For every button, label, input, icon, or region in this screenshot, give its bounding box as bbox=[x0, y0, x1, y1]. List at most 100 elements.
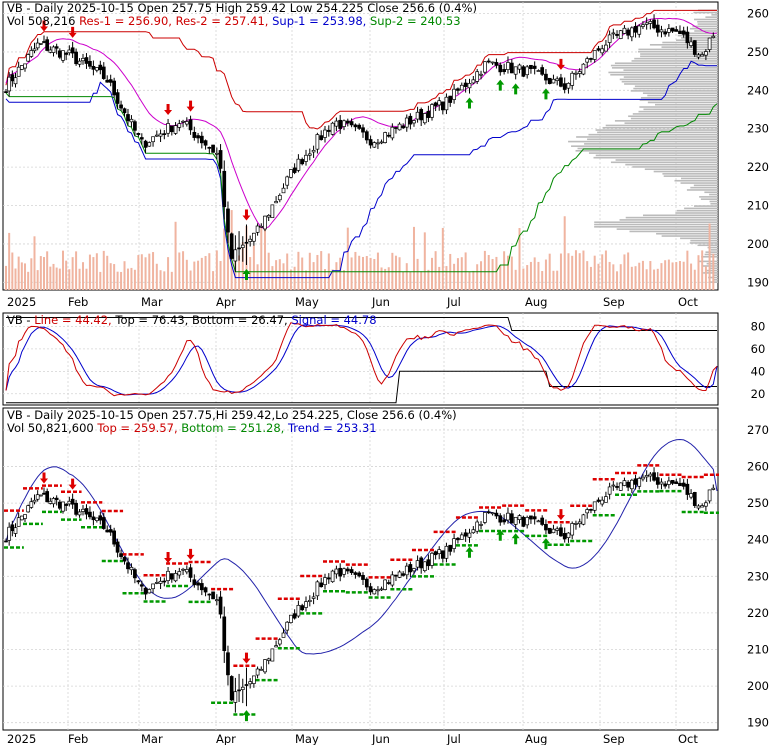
profile-bar bbox=[684, 207, 718, 210]
candle bbox=[326, 129, 331, 132]
candle bbox=[463, 532, 468, 537]
candle bbox=[544, 73, 548, 81]
stochastic-y-axis: 20 40 60 80 bbox=[751, 319, 766, 400]
volume-bar bbox=[324, 269, 326, 290]
candle bbox=[274, 201, 278, 204]
volume-bar bbox=[358, 255, 361, 290]
candle bbox=[448, 95, 453, 103]
candle bbox=[240, 686, 245, 690]
sup2-line bbox=[5, 92, 718, 273]
candle bbox=[181, 120, 185, 123]
buy-arrow bbox=[511, 83, 520, 95]
candle bbox=[704, 51, 708, 56]
candle bbox=[376, 589, 380, 592]
volume-bar bbox=[200, 257, 203, 290]
volume-bar bbox=[548, 253, 551, 290]
volume-bar bbox=[526, 265, 529, 290]
volume-bar bbox=[65, 260, 68, 290]
candle bbox=[596, 48, 601, 51]
candle bbox=[259, 668, 264, 671]
volume-bar bbox=[667, 259, 670, 290]
volume-bar bbox=[339, 257, 342, 290]
volume-bar bbox=[567, 253, 570, 290]
candle bbox=[173, 125, 178, 134]
volume-bar bbox=[204, 256, 207, 290]
candle bbox=[304, 154, 308, 162]
volume-bar bbox=[405, 263, 408, 290]
profile-bar bbox=[686, 189, 718, 191]
candle bbox=[151, 136, 155, 143]
candle bbox=[229, 233, 234, 259]
candle bbox=[244, 684, 249, 686]
volume-bar bbox=[441, 227, 444, 290]
profile-bar bbox=[674, 179, 718, 182]
profile-bar bbox=[677, 34, 718, 37]
candle bbox=[426, 559, 431, 567]
candle bbox=[422, 113, 427, 124]
sell-arrow bbox=[186, 100, 195, 112]
candle bbox=[292, 167, 297, 173]
volume-bar bbox=[144, 257, 147, 290]
volume-bar bbox=[11, 252, 14, 290]
profile-bar bbox=[611, 67, 718, 69]
buy-arrow bbox=[496, 529, 505, 541]
candle bbox=[255, 225, 260, 233]
candle bbox=[644, 22, 649, 25]
candle bbox=[430, 104, 434, 118]
candle bbox=[663, 31, 668, 35]
profile-bar bbox=[634, 85, 718, 88]
candle bbox=[364, 578, 369, 588]
candle bbox=[700, 54, 705, 57]
profile-bar bbox=[678, 32, 718, 35]
candle bbox=[475, 71, 480, 82]
candle bbox=[112, 80, 116, 96]
profile-bar bbox=[642, 92, 718, 94]
candle bbox=[45, 39, 50, 51]
candle bbox=[479, 73, 483, 76]
volume-bar bbox=[495, 256, 498, 290]
volume-bar bbox=[275, 260, 278, 290]
volume-bar bbox=[693, 269, 696, 290]
volume-bar bbox=[226, 220, 229, 290]
candle bbox=[84, 508, 89, 515]
candle bbox=[517, 64, 522, 70]
candle bbox=[559, 77, 563, 87]
candle bbox=[45, 491, 50, 503]
profile-bar bbox=[700, 198, 718, 200]
band-lines bbox=[4, 438, 719, 716]
candle bbox=[633, 478, 638, 485]
candle bbox=[95, 67, 99, 71]
candle bbox=[147, 589, 152, 594]
candle bbox=[551, 528, 556, 534]
volume-bar bbox=[589, 266, 592, 290]
x-tick-label: Sep bbox=[603, 295, 625, 309]
candle bbox=[596, 499, 601, 502]
candle bbox=[252, 232, 256, 242]
candle bbox=[237, 689, 241, 692]
candle bbox=[35, 494, 40, 500]
volume-bar bbox=[152, 252, 155, 290]
volume-bar bbox=[627, 252, 630, 290]
volume-bar bbox=[92, 257, 95, 290]
candle bbox=[166, 570, 170, 581]
x-tick-label: May bbox=[295, 295, 319, 309]
volume-bar bbox=[305, 270, 307, 290]
volume-bar bbox=[431, 257, 434, 290]
profile-bar bbox=[608, 71, 718, 74]
candle bbox=[270, 648, 275, 662]
volume-bar bbox=[499, 264, 502, 290]
candle bbox=[338, 567, 343, 577]
bands-title: VB - Daily 2025-10-15 Open 257.75,Hi 259… bbox=[7, 408, 457, 422]
candle bbox=[88, 511, 92, 518]
profile-bar bbox=[595, 129, 718, 131]
volume-bar bbox=[541, 271, 544, 290]
volume-bar bbox=[645, 269, 648, 290]
candle bbox=[404, 565, 409, 576]
candle bbox=[334, 120, 339, 127]
candle bbox=[101, 517, 106, 529]
candle bbox=[54, 497, 59, 500]
candle bbox=[319, 582, 324, 588]
candle bbox=[426, 110, 431, 118]
candle bbox=[57, 501, 62, 509]
